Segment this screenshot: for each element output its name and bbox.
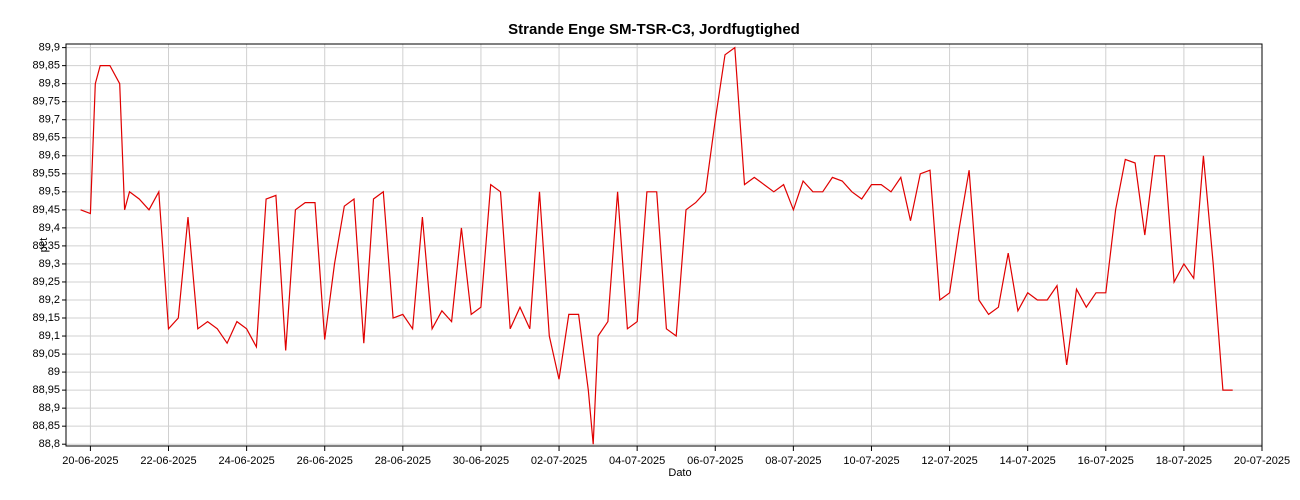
x-tick-label: 26-06-2025 <box>297 455 353 467</box>
x-tick-label: 02-07-2025 <box>531 455 587 467</box>
x-tick-label: 10-07-2025 <box>843 455 899 467</box>
x-tick-label: 22-06-2025 <box>140 455 196 467</box>
x-tick-label: 16-07-2025 <box>1078 455 1134 467</box>
y-tick-label: 89,05 <box>32 348 60 360</box>
x-tick-label: 06-07-2025 <box>687 455 743 467</box>
x-tick-label: 04-07-2025 <box>609 455 665 467</box>
y-tick-label: 89,55 <box>32 168 60 180</box>
y-tick-label: 89,15 <box>32 312 60 324</box>
x-tick-label: 18-07-2025 <box>1156 455 1212 467</box>
y-tick-label: 89,5 <box>39 186 60 198</box>
y-tick-label: 89,8 <box>39 78 60 90</box>
data-line <box>80 46 1233 445</box>
plot-frame <box>65 43 1263 447</box>
y-tick-label: 89,85 <box>32 60 60 72</box>
y-tick-label: 89 <box>48 366 60 378</box>
y-tick-label: 89,7 <box>39 114 60 126</box>
y-axis-label: pct <box>38 238 50 253</box>
y-tick-label: 88,9 <box>39 402 60 414</box>
x-tick-label: 24-06-2025 <box>218 455 274 467</box>
y-tick-label: 89,45 <box>32 204 60 216</box>
x-axis-label: Dato <box>668 467 691 479</box>
x-tick-label: 28-06-2025 <box>375 455 431 467</box>
y-tick-label: 88,95 <box>32 384 60 396</box>
y-tick-label: 89,65 <box>32 132 60 144</box>
x-tick-label: 14-07-2025 <box>1000 455 1056 467</box>
y-tick-label: 89,9 <box>39 42 60 54</box>
y-tick-label: 89,4 <box>39 222 60 234</box>
y-tick-label: 88,85 <box>32 420 60 432</box>
y-tick-label: 88,8 <box>39 438 60 450</box>
y-tick-label: 89,75 <box>32 96 60 108</box>
chart-title: Strande Enge SM-TSR-C3, Jordfugtighed <box>508 21 800 38</box>
y-tick-label: 89,6 <box>39 150 60 162</box>
x-tick-label: 20-07-2025 <box>1234 455 1290 467</box>
x-tick-label: 12-07-2025 <box>921 455 977 467</box>
y-tick-label: 89,35 <box>32 240 60 252</box>
y-tick-label: 89,3 <box>39 258 60 270</box>
x-tick-label: 20-06-2025 <box>62 455 118 467</box>
x-tick-label: 08-07-2025 <box>765 455 821 467</box>
y-tick-label: 89,2 <box>39 294 60 306</box>
x-tick-label: 30-06-2025 <box>453 455 509 467</box>
y-tick-label: 89,1 <box>39 330 60 342</box>
y-tick-label: 89,25 <box>32 276 60 288</box>
